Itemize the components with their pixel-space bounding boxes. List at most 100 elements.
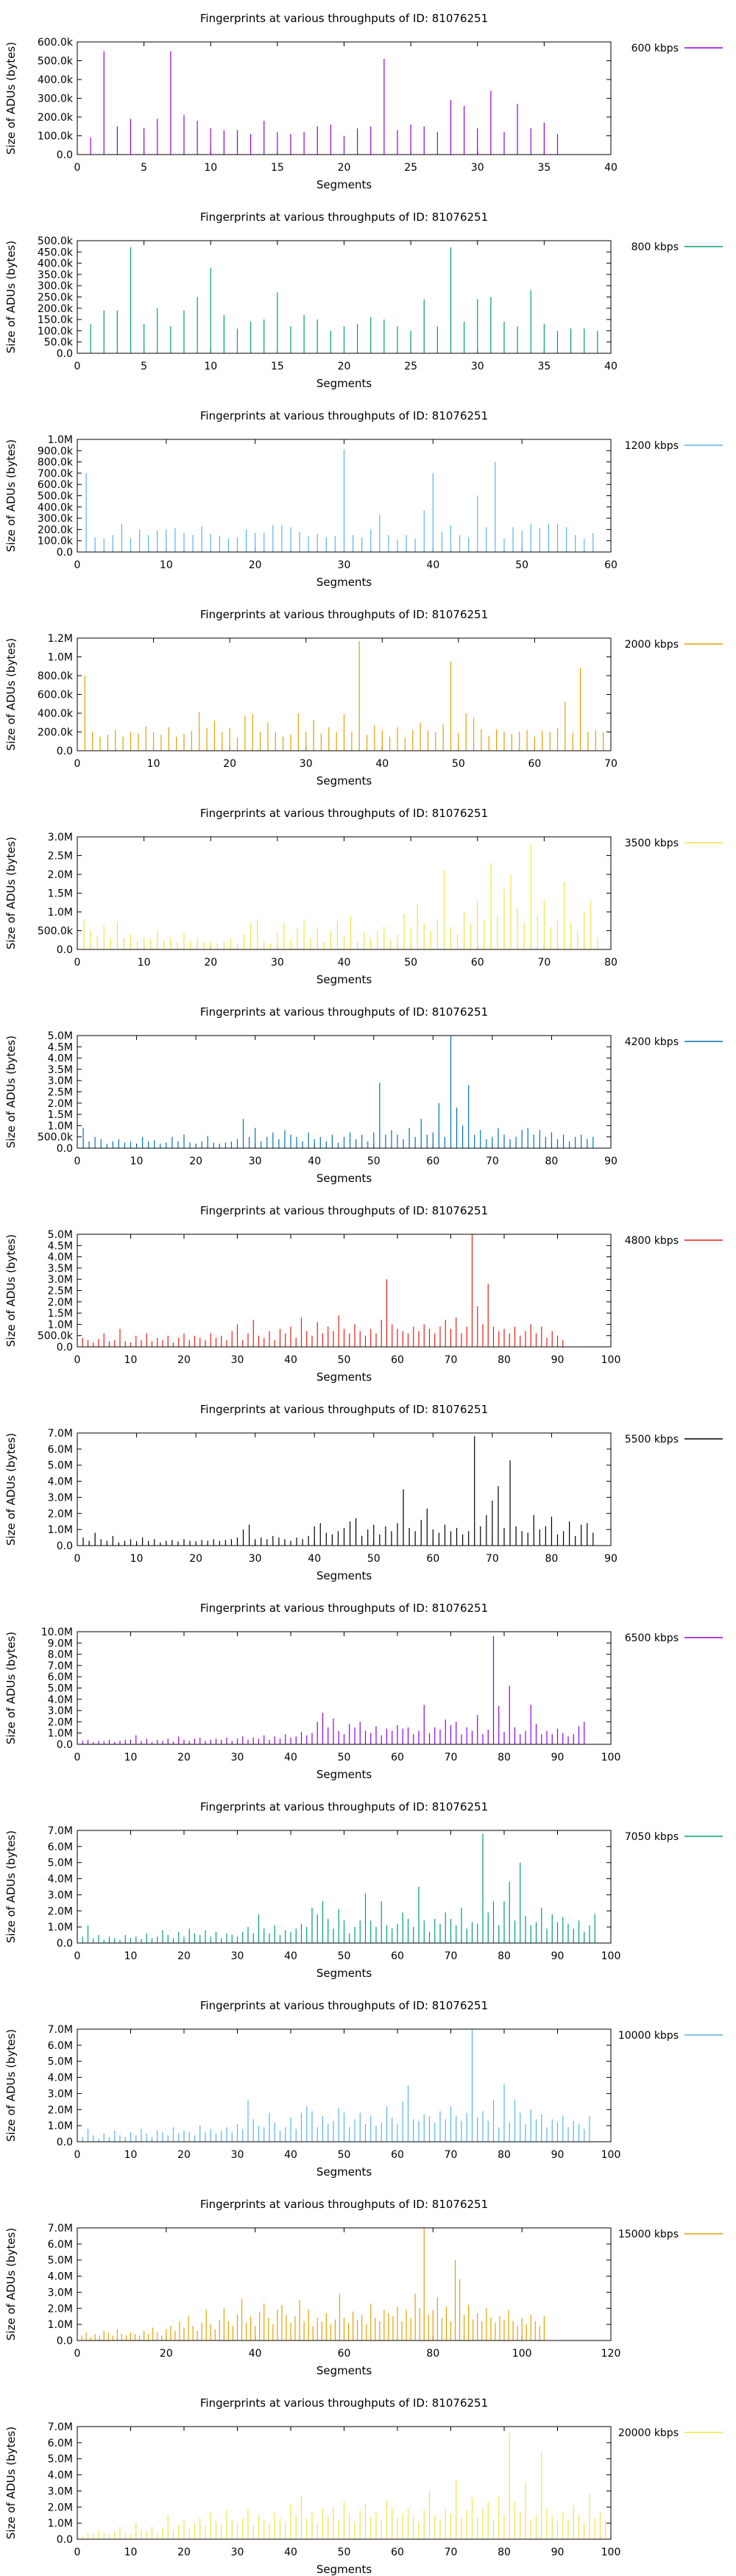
x-tick-label: 10: [147, 758, 160, 770]
x-tick-label: 10: [124, 2149, 138, 2161]
y-tick-label: 2.5M: [48, 1087, 73, 1099]
chart-panel: Fingerprints at various throughputs of I…: [4, 1204, 723, 1384]
y-tick-label: 1.0M: [48, 1319, 73, 1331]
y-tick-label: 1.0M: [48, 1524, 73, 1536]
y-axis-label: Size of ADUs (bytes): [4, 2228, 18, 2340]
y-tick-label: 5.0M: [48, 1030, 73, 1042]
x-tick-label: 40: [308, 1553, 321, 1565]
x-tick-label: 10: [124, 1752, 138, 1763]
x-axis-label: Segments: [316, 2364, 372, 2377]
x-tick-label: 20: [177, 1752, 191, 1763]
y-tick-label: 0.0: [57, 1143, 73, 1155]
x-tick-label: 60: [391, 1752, 404, 1763]
x-tick-label: 20: [189, 1156, 202, 1167]
chart-panel: Fingerprints at various throughputs of I…: [4, 1403, 723, 1582]
x-tick-label: 60: [604, 559, 618, 571]
y-tick-label: 2.0M: [48, 1098, 73, 1110]
x-tick-label: 70: [445, 1950, 458, 1962]
x-tick-label: 0: [74, 1354, 81, 1366]
chart-title: Fingerprints at various throughputs of I…: [200, 1403, 488, 1416]
y-tick-label: 1.0M: [48, 1120, 73, 1132]
y-tick-label: 300.0k: [38, 280, 74, 292]
x-tick-label: 60: [471, 957, 484, 969]
x-axis-label: Segments: [316, 1569, 372, 1582]
y-tick-label: 5.0M: [48, 1683, 73, 1695]
legend-label: 6500 kbps: [625, 1632, 679, 1644]
x-tick-label: 70: [445, 1354, 458, 1366]
x-tick-label: 20: [249, 559, 262, 571]
x-tick-label: 60: [391, 1950, 404, 1962]
y-tick-label: 3.0M: [48, 832, 73, 843]
y-tick-label: 8.0M: [48, 1649, 73, 1661]
x-tick-label: 40: [284, 1950, 297, 1962]
x-tick-label: 20: [189, 1553, 202, 1565]
x-tick-label: 0: [74, 1950, 81, 1962]
plot-frame: [77, 1035, 612, 1149]
x-tick-label: 30: [471, 162, 484, 174]
y-tick-label: 500.0k: [38, 1331, 74, 1342]
y-tick-label: 0.0: [57, 1540, 73, 1552]
x-tick-label: 100: [601, 1354, 621, 1366]
x-axis-label: Segments: [316, 1370, 372, 1384]
x-tick-label: 100: [601, 2547, 621, 2558]
y-tick-label: 400.0k: [38, 74, 74, 86]
x-tick-label: 30: [338, 559, 351, 571]
legend-label: 2000 kbps: [625, 639, 679, 651]
plot-frame: [77, 637, 612, 751]
x-axis-label: Segments: [316, 973, 372, 986]
y-tick-label: 7.0M: [48, 1428, 73, 1440]
y-tick-label: 200.0k: [38, 524, 74, 536]
x-tick-label: 100: [601, 2149, 621, 2161]
x-tick-label: 20: [177, 2149, 191, 2161]
x-tick-label: 30: [231, 1752, 244, 1763]
plot-frame: [77, 240, 612, 354]
y-tick-label: 6.0M: [48, 1444, 73, 1456]
x-tick-label: 30: [231, 1354, 244, 1366]
y-tick-label: 0.0: [57, 1739, 73, 1751]
y-tick-label: 900.0k: [38, 445, 74, 457]
x-tick-label: 0: [74, 162, 81, 174]
y-tick-label: 7.0M: [48, 2421, 73, 2433]
y-tick-label: 2.0M: [48, 2303, 73, 2315]
y-tick-label: 0.0: [57, 1938, 73, 1950]
chart-panel: Fingerprints at various throughputs of I…: [4, 12, 723, 191]
y-tick-label: 7.0M: [48, 1660, 73, 1672]
y-tick-label: 200.0k: [38, 303, 74, 315]
x-tick-label: 70: [445, 2149, 458, 2161]
x-tick-label: 50: [515, 559, 528, 571]
x-tick-label: 10: [124, 1354, 138, 1366]
y-tick-label: 3.5M: [48, 1064, 73, 1076]
y-tick-label: 1.0M: [48, 1728, 73, 1740]
y-tick-label: 0.0: [57, 2137, 73, 2148]
x-tick-label: 40: [249, 2348, 262, 2360]
x-axis-label: Segments: [316, 178, 372, 191]
y-tick-label: 4.0M: [48, 2271, 73, 2283]
y-tick-label: 450.0k: [38, 247, 74, 258]
x-tick-label: 90: [604, 1553, 618, 1565]
x-tick-label: 40: [308, 1156, 321, 1167]
y-tick-label: 4.0M: [48, 2470, 73, 2482]
x-tick-label: 80: [498, 1950, 511, 1962]
y-axis-label: Size of ADUs (bytes): [4, 1036, 18, 1148]
y-tick-label: 150.0k: [38, 314, 74, 326]
x-axis-label: Segments: [316, 774, 372, 788]
y-tick-label: 700.0k: [38, 468, 74, 480]
y-tick-label: 3.0M: [48, 1705, 73, 1717]
y-tick-label: 1.5M: [48, 1109, 73, 1121]
y-tick-label: 5.0M: [48, 1229, 73, 1241]
y-tick-label: 400.0k: [38, 708, 74, 720]
x-tick-label: 40: [604, 361, 618, 372]
y-tick-label: 600.0k: [38, 479, 74, 491]
chart-panel: Fingerprints at various throughputs of I…: [4, 608, 723, 788]
y-tick-label: 10.0M: [41, 1627, 73, 1638]
x-tick-label: 0: [74, 957, 81, 969]
y-axis-label: Size of ADUs (bytes): [4, 1632, 18, 1744]
plot-frame: [77, 1432, 612, 1546]
chart-title: Fingerprints at various throughputs of I…: [200, 1204, 488, 1217]
x-tick-label: 90: [551, 1950, 565, 1962]
chart-panel: Fingerprints at various throughputs of I…: [4, 2198, 723, 2377]
legend-label: 15000 kbps: [618, 2229, 679, 2240]
plot-frame: [77, 1631, 612, 1745]
x-tick-label: 0: [74, 559, 81, 571]
x-tick-label: 60: [338, 2348, 351, 2360]
